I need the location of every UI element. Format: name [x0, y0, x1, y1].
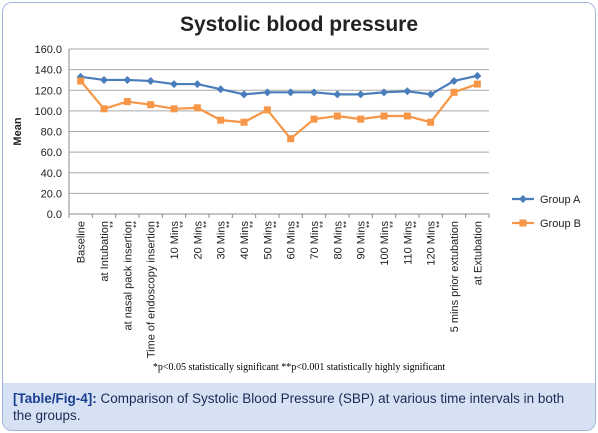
data-point [193, 104, 201, 112]
significance-mark: ** [201, 221, 211, 229]
data-point [193, 80, 202, 89]
x-tick-label: 80 Mins [332, 221, 344, 260]
significance-mark: ** [295, 221, 305, 229]
y-tick-label: 40.0 [41, 168, 62, 180]
data-point [240, 90, 248, 99]
significance-mark: ** [155, 221, 165, 229]
figure-caption: [Table/Fig-4]: Comparison of Systolic Bl… [3, 383, 595, 430]
data-point [450, 88, 458, 96]
significance-mark: ** [248, 221, 258, 229]
y-tick-label: 80.0 [41, 127, 62, 139]
significance-footnote: *p<0.05 statistically significant **p<0.… [152, 362, 446, 373]
x-tick-label: 90 Mins [356, 221, 368, 260]
data-point [380, 112, 388, 120]
legend-label: Group B [540, 218, 581, 230]
data-point [287, 135, 295, 143]
x-tick-label: 100 Mins [379, 221, 391, 266]
data-point [356, 90, 365, 99]
x-tick-label: 60 Mins [286, 221, 298, 260]
x-tick-label: at Intubation [99, 221, 111, 282]
y-tick-label: 160.0 [34, 44, 62, 56]
significance-mark: ** [365, 221, 375, 229]
x-tick-label: 5 mins prior extubation [449, 221, 461, 332]
series-line-group-a [80, 74, 478, 96]
data-point [473, 71, 482, 80]
significance-mark: ** [131, 221, 141, 229]
data-point [450, 76, 458, 85]
x-tick-label: 30 Mins [216, 221, 228, 260]
x-tick-label: at Extubation [472, 221, 484, 285]
data-point [216, 85, 225, 94]
data-point [263, 106, 271, 114]
x-tick-label: Baseline [76, 221, 88, 263]
y-tick-label: 60.0 [41, 147, 62, 159]
caption-tag: [Table/Fig-4]: [13, 391, 97, 406]
significance-mark: ** [341, 221, 351, 229]
data-point [473, 80, 481, 88]
y-tick-label: 120.0 [34, 85, 62, 97]
y-tick-label: 100.0 [34, 106, 62, 118]
y-tick-label: 140.0 [34, 65, 62, 77]
significance-mark: ** [225, 221, 235, 229]
x-tick-label: 20 Mins [192, 221, 204, 260]
data-point [310, 88, 318, 97]
data-point [217, 116, 225, 124]
data-point [333, 90, 342, 99]
data-point [403, 87, 412, 96]
x-tick-label: 50 Mins [262, 221, 274, 260]
data-point [286, 88, 295, 97]
x-tick-label: 70 Mins [309, 221, 321, 260]
chart-title: Systolic blood pressure [180, 13, 418, 36]
series-line-group-b [79, 80, 478, 141]
significance-mark: ** [411, 221, 421, 229]
legend-marker [519, 195, 527, 203]
data-point [100, 105, 108, 113]
x-tick-label: 10 Mins [169, 221, 181, 260]
data-point [427, 118, 435, 126]
y-axis-label: Mean [12, 117, 24, 145]
y-tick-label: 0.0 [47, 209, 62, 221]
significance-mark: ** [271, 221, 281, 229]
data-point [77, 77, 85, 85]
legend-marker [519, 219, 527, 227]
data-point [147, 101, 155, 109]
data-point [426, 90, 435, 99]
data-point [240, 118, 248, 126]
significance-mark: ** [318, 221, 328, 229]
data-point [123, 75, 132, 84]
data-point [100, 75, 108, 84]
x-tick-label: 120 Mins [426, 221, 438, 266]
x-tick-label: 40 Mins [239, 221, 251, 260]
x-tick-label: 110 Mins [402, 221, 414, 265]
x-tick-label: Time of endoscopy insertion [146, 221, 158, 358]
significance-mark: ** [178, 221, 188, 229]
data-point [333, 112, 341, 120]
data-point [263, 88, 272, 97]
significance-mark: ** [388, 221, 398, 229]
data-point [357, 115, 365, 123]
y-tick-label: 20.0 [41, 188, 62, 200]
caption-text: Comparison of Systolic Blood Pressure (S… [13, 391, 565, 423]
data-point [123, 98, 131, 106]
data-point [403, 112, 411, 120]
sbp-line-chart: Systolic blood pressure 0.0 20.0 40.0 60.0 80… [12, 13, 581, 358]
data-point [146, 76, 155, 85]
chart-area: Systolic blood pressure 0.0 20.0 40.0 60.0 80… [3, 3, 595, 383]
data-point [170, 105, 178, 113]
x-tick-label: at nasal pack insertion [122, 221, 134, 330]
legend-label: Group A [540, 194, 581, 206]
significance-mark: ** [108, 221, 118, 229]
data-point [170, 80, 178, 89]
data-point [310, 115, 318, 123]
data-point [380, 88, 388, 97]
significance-mark: ** [435, 221, 445, 229]
